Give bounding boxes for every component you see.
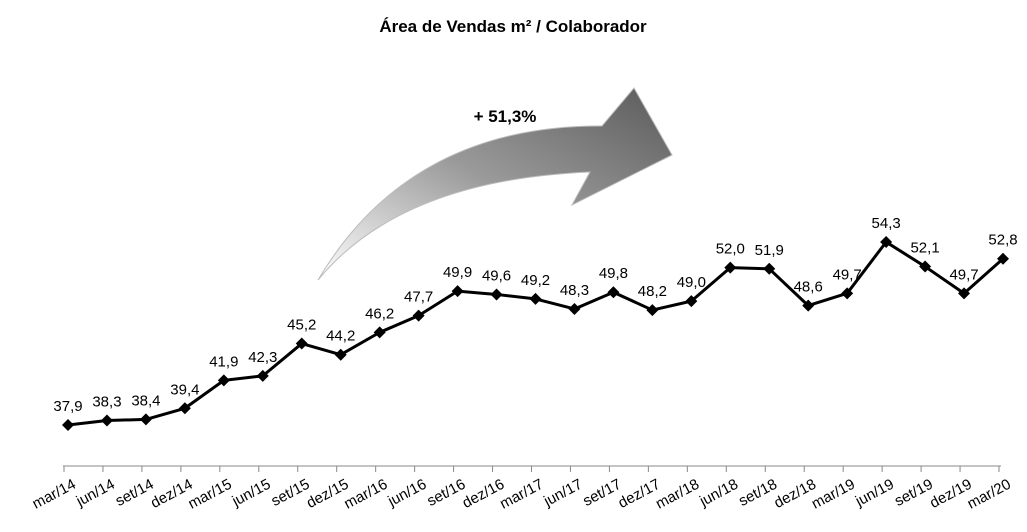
value-label: 41,9 bbox=[209, 353, 238, 370]
x-tick-label: mar/14 bbox=[30, 476, 79, 513]
x-tick-label: set/17 bbox=[580, 476, 624, 510]
x-tick-label: jun/14 bbox=[73, 476, 118, 511]
value-label: 49,7 bbox=[949, 266, 978, 283]
x-tick-label: mar/16 bbox=[341, 476, 390, 513]
marker bbox=[568, 303, 580, 315]
x-tick-label: dez/14 bbox=[148, 476, 196, 512]
marker bbox=[607, 286, 619, 298]
x-tick-label: mar/15 bbox=[185, 476, 234, 513]
marker bbox=[140, 413, 152, 425]
x-tick-label: jun/17 bbox=[540, 476, 585, 511]
value-label: 54,3 bbox=[872, 215, 901, 232]
value-label: 48,6 bbox=[794, 279, 823, 296]
marker bbox=[646, 304, 658, 316]
x-tick-label: set/14 bbox=[113, 476, 157, 510]
chart: Área de Vendas m² / Colaborador + 51,3% … bbox=[0, 0, 1027, 532]
value-label: 49,6 bbox=[482, 267, 511, 284]
marker bbox=[62, 419, 74, 431]
value-label: 49,9 bbox=[443, 264, 472, 281]
value-label: 37,9 bbox=[53, 398, 82, 415]
x-tick-label: dez/17 bbox=[615, 476, 663, 512]
value-label: 52,8 bbox=[988, 232, 1017, 249]
x-tick-label: set/18 bbox=[736, 476, 780, 510]
x-tick-label: dez/16 bbox=[460, 476, 508, 512]
marker bbox=[101, 415, 113, 427]
x-tick-label: set/19 bbox=[892, 476, 936, 510]
value-label: 45,2 bbox=[287, 317, 316, 334]
chart-title: Área de Vendas m² / Colaborador bbox=[379, 17, 647, 36]
x-tick-label: mar/18 bbox=[653, 476, 702, 513]
x-tick-label: jun/19 bbox=[852, 476, 897, 511]
x-tick-label: mar/19 bbox=[809, 476, 858, 513]
value-label: 42,3 bbox=[248, 349, 277, 366]
value-label: 49,8 bbox=[599, 265, 628, 282]
value-label: 52,0 bbox=[716, 241, 745, 258]
marker bbox=[374, 326, 386, 338]
x-tick-label: jun/15 bbox=[229, 476, 274, 511]
value-label: 49,0 bbox=[677, 274, 706, 291]
value-label: 49,7 bbox=[833, 266, 862, 283]
x-tick-label: jun/18 bbox=[696, 476, 741, 511]
x-tick-label: dez/19 bbox=[927, 476, 975, 512]
x-tick-label: dez/18 bbox=[771, 476, 819, 512]
x-tick-label: mar/17 bbox=[497, 476, 546, 513]
x-tick-label: set/16 bbox=[424, 476, 468, 510]
annotation: + 51,3% bbox=[474, 107, 537, 126]
value-label: 47,7 bbox=[404, 289, 433, 306]
x-tick-label: mar/20 bbox=[965, 476, 1014, 513]
value-label: 44,2 bbox=[326, 328, 355, 345]
value-label: 46,2 bbox=[365, 305, 394, 322]
value-label: 52,1 bbox=[910, 240, 939, 257]
marker bbox=[530, 293, 542, 305]
x-tick-label: jun/16 bbox=[384, 476, 429, 511]
value-label: 38,4 bbox=[131, 392, 160, 409]
value-label: 39,4 bbox=[170, 381, 199, 398]
line bbox=[68, 242, 1003, 425]
value-label: 38,3 bbox=[92, 394, 121, 411]
value-label: 51,9 bbox=[755, 242, 784, 259]
marker bbox=[491, 288, 503, 300]
x-tick-label: dez/15 bbox=[304, 476, 352, 512]
marker bbox=[335, 349, 347, 361]
value-label: 49,2 bbox=[521, 272, 550, 289]
value-label: 48,3 bbox=[560, 282, 589, 299]
value-label: 48,2 bbox=[638, 283, 667, 300]
x-tick-label: set/15 bbox=[268, 476, 312, 510]
